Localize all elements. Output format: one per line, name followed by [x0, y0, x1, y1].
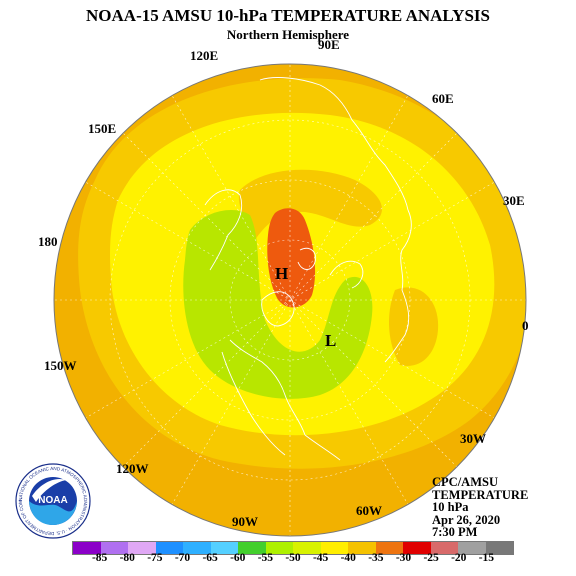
info-line-time: 7:30 PM: [432, 525, 478, 539]
contour-green-low: [183, 210, 373, 399]
lon-label-30e: 30E: [503, 193, 525, 208]
temperature-field: [54, 64, 526, 536]
noaa-logo: NATIONAL OCEANIC AND ATMOSPHERIC ADMINIS…: [14, 462, 91, 539]
legend-label: -85: [91, 552, 108, 564]
map-boundary: [53, 63, 527, 537]
color-legend-labels: -85 -80 -75 -70 -65 -60 -55 -50 -45 -40 -35 -30 -25-…: [0, 552, 576, 566]
legend-swatch: [348, 542, 376, 554]
legend-swatch: [293, 542, 321, 554]
lon-label-60e: 60E: [432, 91, 454, 106]
color-legend: [72, 541, 514, 555]
lon-label-150e: 150E: [88, 121, 117, 136]
lon-label-60w: 60W: [356, 503, 382, 518]
legend-label: -25: [423, 552, 439, 564]
legend-label: -20: [451, 552, 467, 564]
high-pressure-marker: H: [275, 264, 288, 283]
legend-swatch: [430, 542, 458, 554]
coastlines: [204, 77, 412, 461]
legend-label: -70: [174, 552, 191, 564]
legend-label: -40: [340, 552, 356, 564]
lon-label-150w: 150W: [44, 358, 77, 373]
legend-swatch: [155, 542, 183, 554]
legend-label: -60: [230, 552, 246, 564]
info-line-date: Apr 26, 2020: [432, 512, 501, 527]
contour-red-high: [267, 208, 316, 308]
legend-label: -55: [257, 552, 274, 564]
legend-swatch: [265, 542, 293, 554]
legend-swatch: [458, 542, 486, 554]
legend-label: -15: [478, 552, 495, 564]
legend-label: -50: [285, 552, 301, 564]
info-line-product: TEMPERATURE: [432, 487, 529, 502]
legend-label: -35: [368, 552, 384, 564]
lon-label-30w: 30W: [460, 431, 486, 446]
lon-label-0: 0: [522, 318, 529, 333]
legend-swatch: [375, 542, 403, 554]
legend-swatch: [238, 542, 266, 554]
legend-swatch: [128, 542, 156, 554]
info-line-agency: CPC/AMSU: [432, 475, 498, 489]
page-title: NOAA-15 AMSU 10-hPa TEMPERATURE ANALYSIS: [86, 6, 490, 25]
legend-swatch: [403, 542, 431, 554]
lon-label-90e: 90E: [318, 37, 340, 52]
product-info: CPC/AMSU TEMPERATURE 10 hPa Apr 26, 2020…: [432, 476, 528, 539]
lon-label-180: 180: [38, 234, 58, 249]
legend-swatch: [210, 542, 238, 554]
graticule: [54, 64, 526, 536]
legend-label: -45: [312, 552, 329, 564]
legend-swatch: [320, 542, 348, 554]
lon-label-120w: 120W: [116, 461, 149, 476]
legend-swatch: [183, 542, 211, 554]
legend-swatch: [73, 542, 101, 554]
contour-orange-band-east: [388, 287, 439, 366]
lon-label-90w: 90W: [232, 514, 258, 529]
lon-label-120e: 120E: [190, 48, 219, 63]
svg-text:NOAA: NOAA: [38, 495, 67, 506]
legend-label: -30: [395, 552, 412, 564]
legend-label: -65: [202, 552, 218, 564]
legend-label: -75: [147, 552, 163, 564]
legend-swatch: [485, 542, 513, 554]
info-line-level: 10 hPa: [432, 500, 469, 514]
contour-orange-band: [238, 169, 382, 240]
legend-swatch: [100, 542, 128, 554]
legend-label: -80: [119, 552, 135, 564]
page-subtitle: Northern Hemisphere: [226, 27, 350, 42]
low-pressure-marker: L: [325, 331, 336, 350]
